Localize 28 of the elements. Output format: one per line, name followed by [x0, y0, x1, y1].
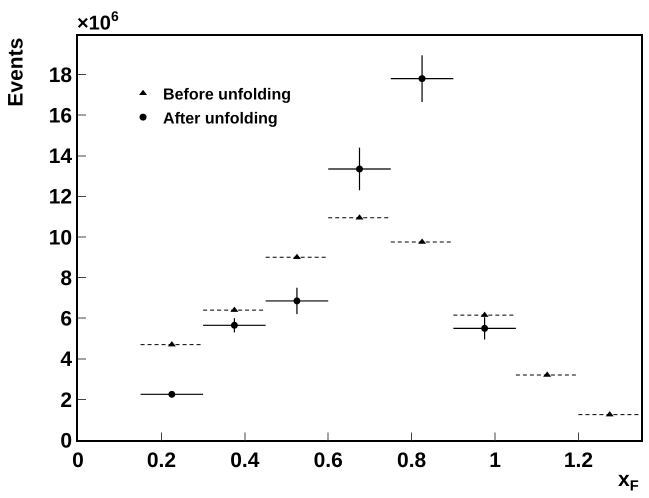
point [292, 254, 301, 260]
y-tick-label: 2 [60, 388, 72, 412]
x-tick-label: 0.6 [314, 448, 343, 472]
y-tick-label: 6 [60, 308, 72, 331]
x-tick-label: 0.2 [146, 448, 176, 472]
y-tick-label: 0 [60, 429, 72, 452]
y-tick-label: 12 [48, 186, 72, 209]
y-tick-label: 8 [60, 266, 72, 290]
point [230, 322, 238, 329]
y-tick-label: 18 [48, 64, 72, 87]
point [293, 297, 300, 304]
x-tick-label: 1 [489, 448, 502, 472]
x-tick-label: 0.4 [230, 448, 260, 472]
y-axis-title: Events [4, 38, 28, 107]
point [418, 75, 426, 82]
point [356, 165, 363, 172]
y-tick-label: 4 [60, 348, 72, 372]
legend-label: Before unfolding [163, 86, 292, 104]
x-tick-label: 1.2 [564, 448, 594, 472]
y-tick-label: 14 [48, 145, 72, 168]
y-tick-label: 10 [48, 226, 72, 250]
x-axis-title: x$_{F}$ [618, 468, 639, 494]
y-tick-label: 16 [48, 104, 72, 128]
legend-label: After unfolding [163, 110, 278, 128]
x-tick-label: 0.8 [397, 448, 427, 472]
point [168, 390, 176, 398]
point [481, 324, 488, 332]
text: ×10$^{6}$ [77, 8, 119, 34]
